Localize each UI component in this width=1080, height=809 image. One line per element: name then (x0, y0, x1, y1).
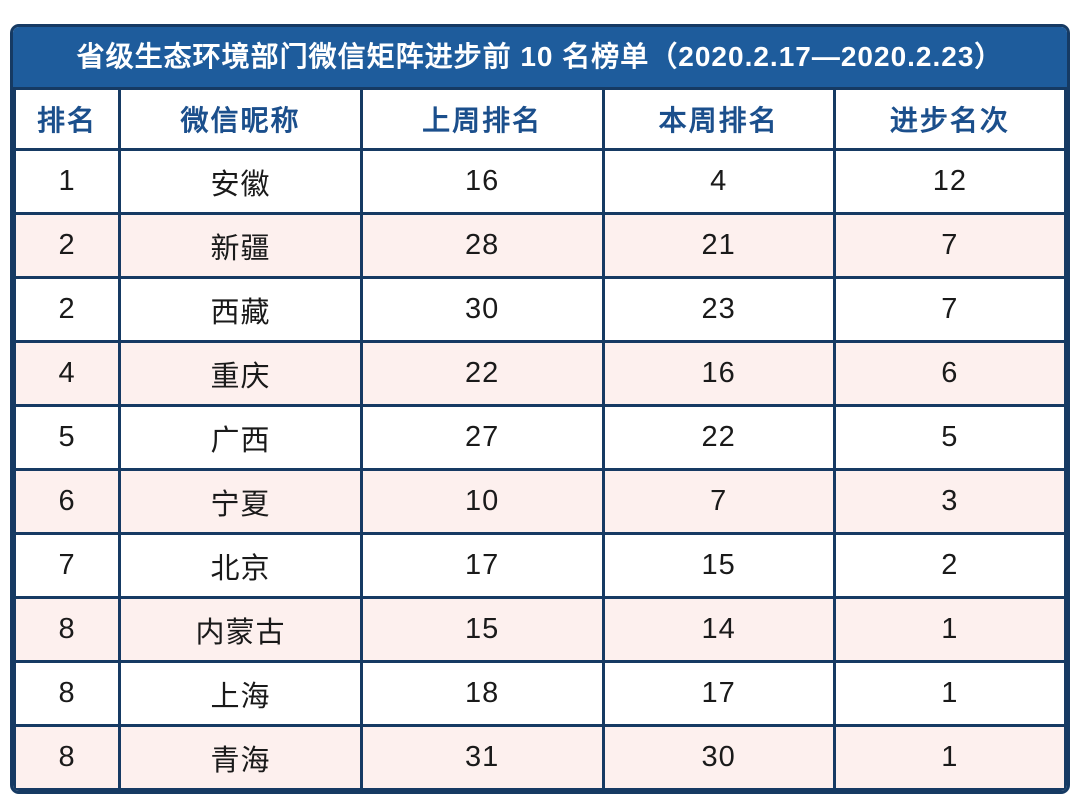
table-row: 5 广西 27 22 5 (13, 404, 1067, 471)
table-row: 8 上海 18 17 1 (13, 660, 1067, 727)
cell: 27 (359, 404, 605, 471)
column-header: 进步名次 (832, 87, 1067, 151)
table-title-bar: 省级生态环境部门微信矩阵进步前 10 名榜单（2020.2.17—2020.2.… (13, 27, 1067, 87)
cell: 16 (359, 148, 605, 215)
cell: 西藏 (118, 276, 363, 343)
table-row: 4 重庆 22 16 6 (13, 340, 1067, 407)
cell: 2 (13, 212, 122, 279)
cell: 7 (832, 276, 1067, 343)
cell: 1 (832, 724, 1067, 791)
cell: 7 (832, 212, 1067, 279)
column-header: 微信昵称 (118, 87, 363, 151)
cell: 广西 (118, 404, 363, 471)
column-header: 排名 (13, 87, 122, 151)
cell: 青海 (118, 724, 363, 791)
cell: 内蒙古 (118, 596, 363, 663)
cell: 宁夏 (118, 468, 363, 535)
cell: 8 (13, 660, 122, 727)
cell: 6 (13, 468, 122, 535)
table-row: 2 新疆 28 21 7 (13, 212, 1067, 279)
cell: 10 (359, 468, 605, 535)
cell: 17 (601, 660, 836, 727)
cell: 23 (601, 276, 836, 343)
cell: 北京 (118, 532, 363, 599)
cell: 17 (359, 532, 605, 599)
table-row: 6 宁夏 10 7 3 (13, 468, 1067, 535)
cell: 1 (832, 596, 1067, 663)
cell: 1 (832, 660, 1067, 727)
cell: 8 (13, 596, 122, 663)
cell: 22 (601, 404, 836, 471)
cell: 30 (601, 724, 836, 791)
cell: 4 (601, 148, 836, 215)
header-row: 排名 微信昵称 上周排名 本周排名 进步名次 (13, 87, 1067, 151)
cell: 1 (13, 148, 122, 215)
cell: 15 (601, 532, 836, 599)
cell: 14 (601, 596, 836, 663)
column-header: 上周排名 (359, 87, 605, 151)
cell: 12 (832, 148, 1067, 215)
cell: 5 (13, 404, 122, 471)
cell: 5 (832, 404, 1067, 471)
table-row: 8 青海 31 30 1 (13, 724, 1067, 791)
cell: 15 (359, 596, 605, 663)
cell: 16 (601, 340, 836, 407)
table-row: 1 安徽 16 4 12 (13, 148, 1067, 215)
cell: 18 (359, 660, 605, 727)
cell: 重庆 (118, 340, 363, 407)
ranking-grid: 排名 微信昵称 上周排名 本周排名 进步名次 1 安徽 16 4 12 2 新疆 28 21 7 2 西藏 30… (13, 87, 1067, 791)
cell: 2 (13, 276, 122, 343)
cell: 上海 (118, 660, 363, 727)
table-row: 8 内蒙古 15 14 1 (13, 596, 1067, 663)
cell: 28 (359, 212, 605, 279)
cell: 21 (601, 212, 836, 279)
table-title: 省级生态环境部门微信矩阵进步前 10 名榜单（2020.2.17—2020.2.… (76, 41, 1004, 72)
cell: 6 (832, 340, 1067, 407)
cell: 4 (13, 340, 122, 407)
cell: 新疆 (118, 212, 363, 279)
cell: 31 (359, 724, 605, 791)
ranking-table: 省级生态环境部门微信矩阵进步前 10 名榜单（2020.2.17—2020.2.… (10, 24, 1070, 794)
cell: 2 (832, 532, 1067, 599)
cell: 7 (601, 468, 836, 535)
column-header: 本周排名 (601, 87, 836, 151)
table-row: 2 西藏 30 23 7 (13, 276, 1067, 343)
cell: 3 (832, 468, 1067, 535)
cell: 22 (359, 340, 605, 407)
cell: 安徽 (118, 148, 363, 215)
cell: 30 (359, 276, 605, 343)
cell: 7 (13, 532, 122, 599)
table-row: 7 北京 17 15 2 (13, 532, 1067, 599)
cell: 8 (13, 724, 122, 791)
